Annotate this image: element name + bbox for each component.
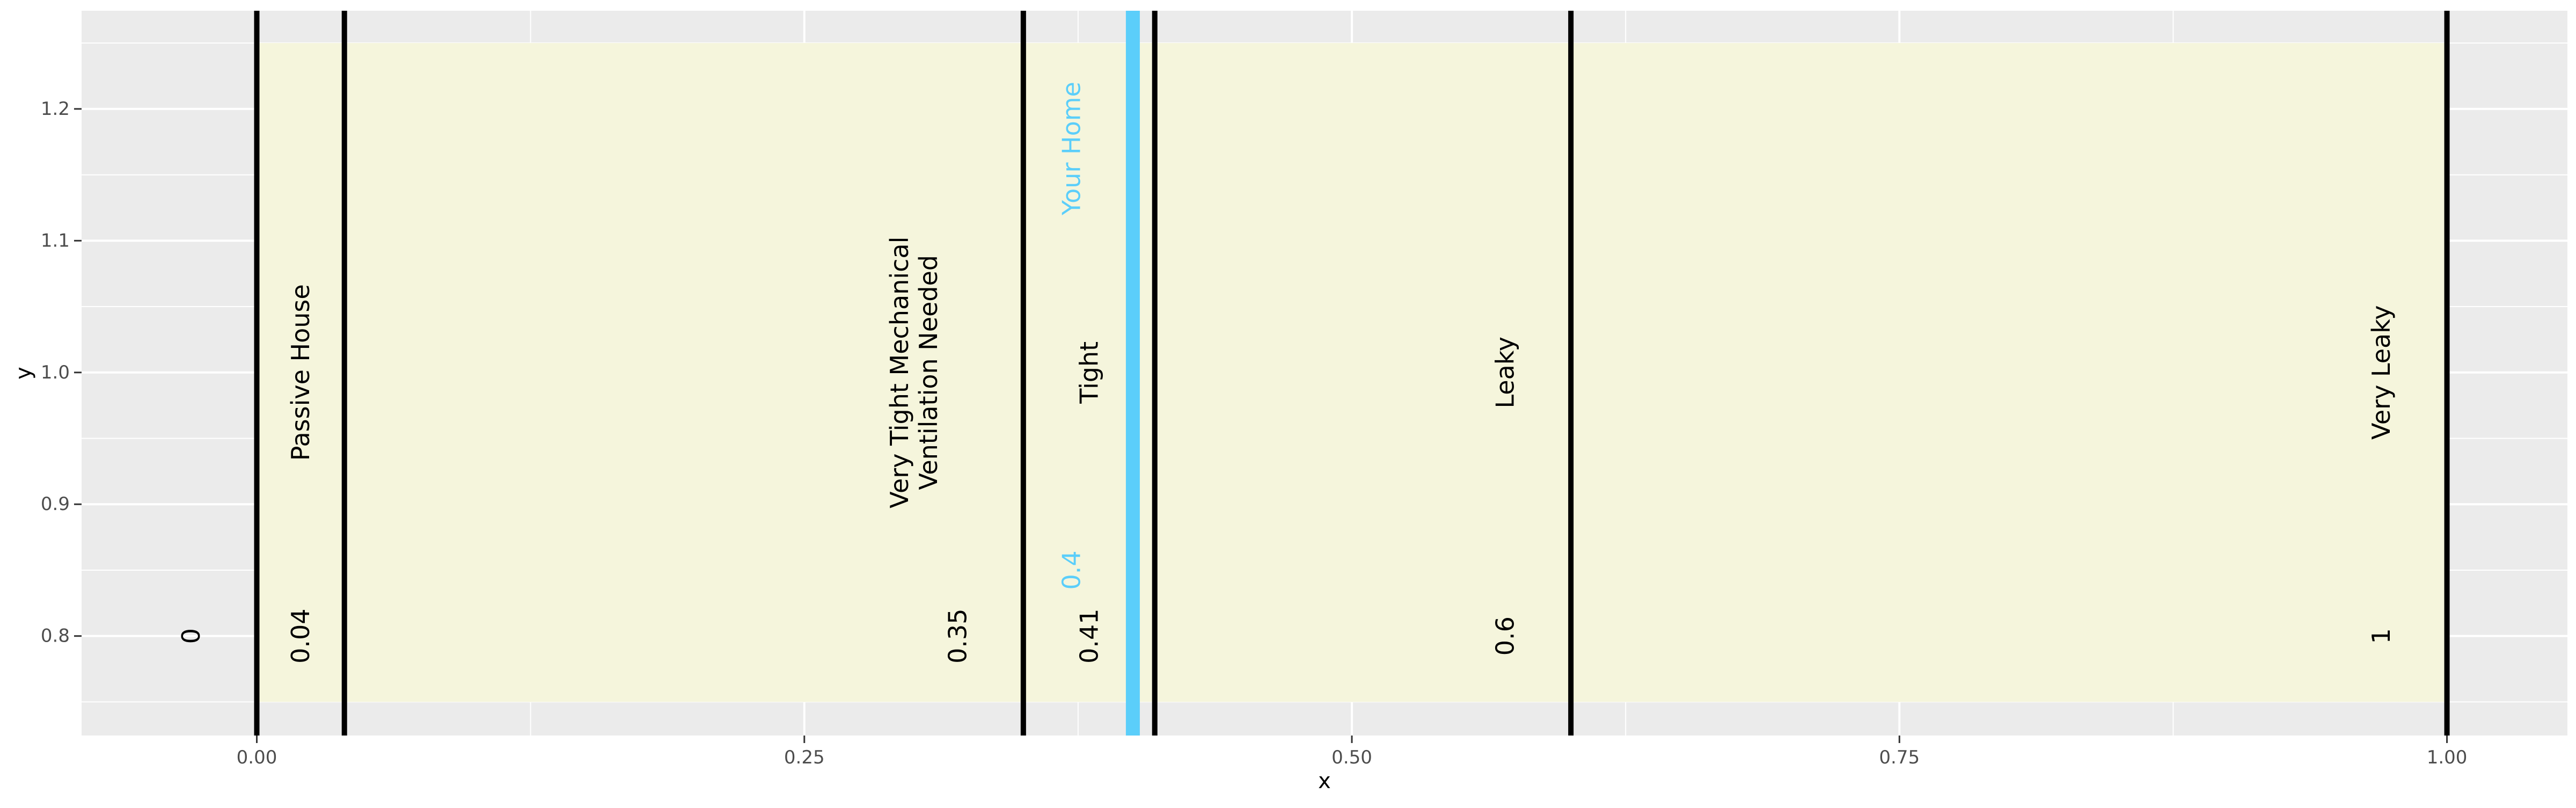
x-tick-label: 0.50 (1331, 747, 1372, 768)
boundary-value-label: 0.6 (1491, 616, 1520, 656)
y-tick-label: 1.2 (41, 98, 70, 120)
boundary-lines (254, 11, 2450, 736)
x-tick-label: 0.75 (1879, 747, 1920, 768)
y-tick-label: 1.0 (41, 362, 70, 383)
x-axis-title: x (1318, 769, 1331, 794)
your-home-label: Your Home (1057, 82, 1086, 216)
x-tick-label: 1.00 (2427, 747, 2468, 768)
axes: 0.00 0.25 0.50 0.75 1.00 0.8 0.9 1.0 1.1 1.2 (41, 98, 2467, 768)
y-tick-label: 0.9 (41, 493, 70, 515)
your-home-value-label: 0.4 (1057, 550, 1086, 589)
annotation-labels: 0 0.04 Passive House 0.35 Very Tight Mechani… (177, 82, 2396, 664)
category-label: Tight (1074, 341, 1103, 404)
boundary-value-label: 0.41 (1074, 608, 1103, 663)
boundary-value-label: 1 (2367, 628, 2396, 644)
boundary-value-label: 0.04 (286, 608, 315, 663)
category-label: Very Leaky (2367, 305, 2396, 440)
y-tick-label: 0.8 (41, 625, 70, 647)
category-label: Very Tight MechanicalVentilation Needed (885, 237, 943, 508)
category-label: Leaky (1491, 337, 1520, 409)
x-tick-label: 0.25 (784, 747, 825, 768)
y-tick-label: 1.1 (41, 230, 70, 251)
boundary-value-label: 0.35 (943, 608, 972, 663)
category-label: Passive House (286, 284, 315, 461)
x-tick-label: 0.00 (237, 747, 277, 768)
boundary-value-label: 0 (177, 628, 206, 644)
band-layer (257, 43, 2447, 702)
category-band (257, 43, 2447, 702)
y-axis-title: y (11, 367, 36, 380)
